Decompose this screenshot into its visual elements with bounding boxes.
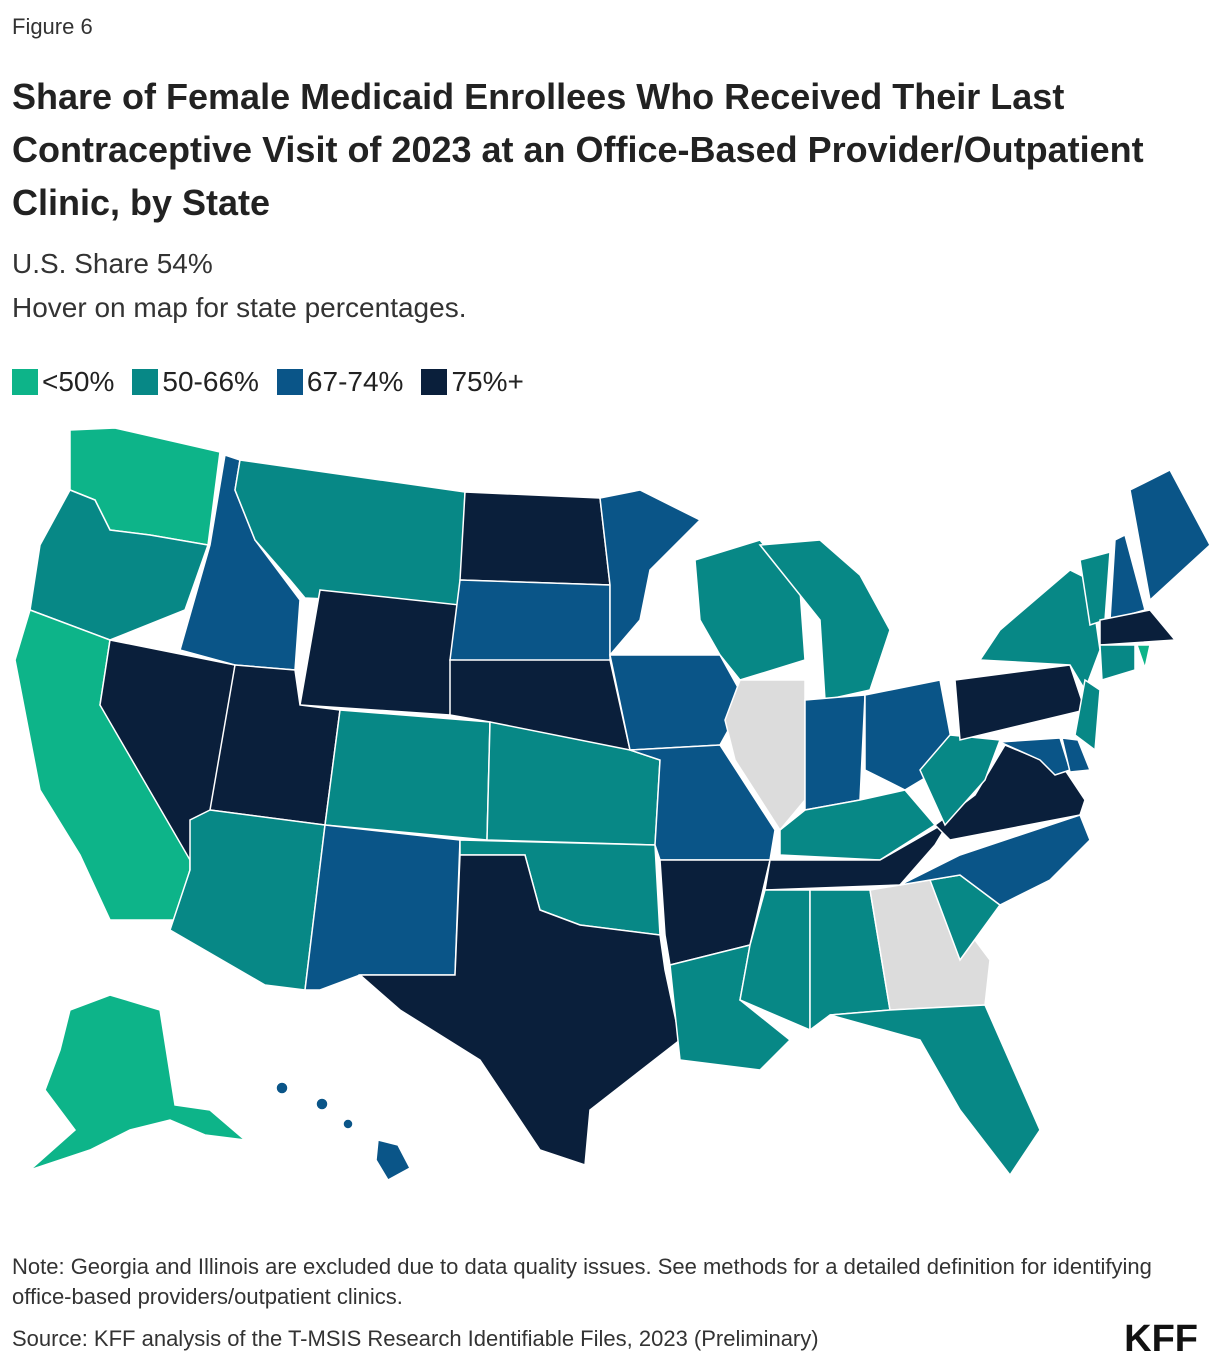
legend-swatch	[12, 369, 38, 395]
state[interactable]	[954, 664, 1086, 741]
state[interactable]	[324, 709, 491, 841]
state[interactable]	[342, 1118, 354, 1130]
state[interactable]	[804, 694, 866, 811]
state[interactable]	[829, 1004, 1041, 1177]
subtitle: U.S. Share 54%	[12, 248, 213, 279]
state[interactable]	[1099, 609, 1177, 646]
legend-label: 50-66%	[162, 366, 259, 397]
state[interactable]	[375, 1139, 412, 1182]
state[interactable]	[1109, 533, 1146, 622]
legend-label: 67-74%	[306, 366, 404, 397]
state[interactable]	[779, 789, 937, 861]
title: Share of Female Medicaid Enrollees Who R…	[12, 76, 1144, 223]
state[interactable]	[29, 994, 248, 1171]
state[interactable]	[304, 824, 461, 991]
legend: <50% 50-66% 67-74% 75%+	[12, 366, 524, 398]
note: Note: Georgia and Illinois are excluded …	[12, 1254, 1152, 1309]
legend-swatch	[421, 369, 448, 395]
state[interactable]	[169, 809, 326, 991]
instruction: Hover on map for state percentages.	[12, 292, 467, 323]
state[interactable]	[1099, 644, 1136, 681]
legend-item: <50%	[12, 366, 114, 398]
state[interactable]	[1129, 469, 1211, 602]
map[interactable]	[0, 420, 1220, 1220]
state[interactable]	[358, 854, 681, 1167]
figure-label: Figure 6	[12, 14, 93, 39]
legend-swatch	[132, 369, 159, 395]
state[interactable]	[449, 579, 611, 666]
state[interactable]	[599, 489, 702, 658]
legend-label: 75%+	[451, 366, 524, 397]
legend-item: 75%+	[421, 366, 524, 398]
state[interactable]	[999, 737, 1071, 776]
logo: KFF	[1124, 1318, 1198, 1360]
legend-item: 67-74%	[276, 366, 404, 398]
state[interactable]	[459, 491, 611, 586]
state[interactable]	[899, 814, 1091, 906]
state[interactable]	[275, 1081, 289, 1095]
legend-swatch	[276, 369, 303, 395]
state[interactable]	[1135, 644, 1151, 671]
state[interactable]	[919, 734, 1002, 827]
state[interactable]	[315, 1097, 329, 1111]
state[interactable]	[758, 539, 891, 701]
state[interactable]	[609, 654, 746, 751]
state[interactable]	[29, 489, 210, 641]
source: Source: KFF analysis of the T-MSIS Resea…	[12, 1326, 819, 1351]
state[interactable]	[1074, 678, 1101, 752]
legend-label: <50%	[42, 366, 115, 397]
state[interactable]	[299, 589, 461, 716]
state[interactable]	[1061, 737, 1092, 773]
legend-item: 50-66%	[132, 366, 259, 398]
